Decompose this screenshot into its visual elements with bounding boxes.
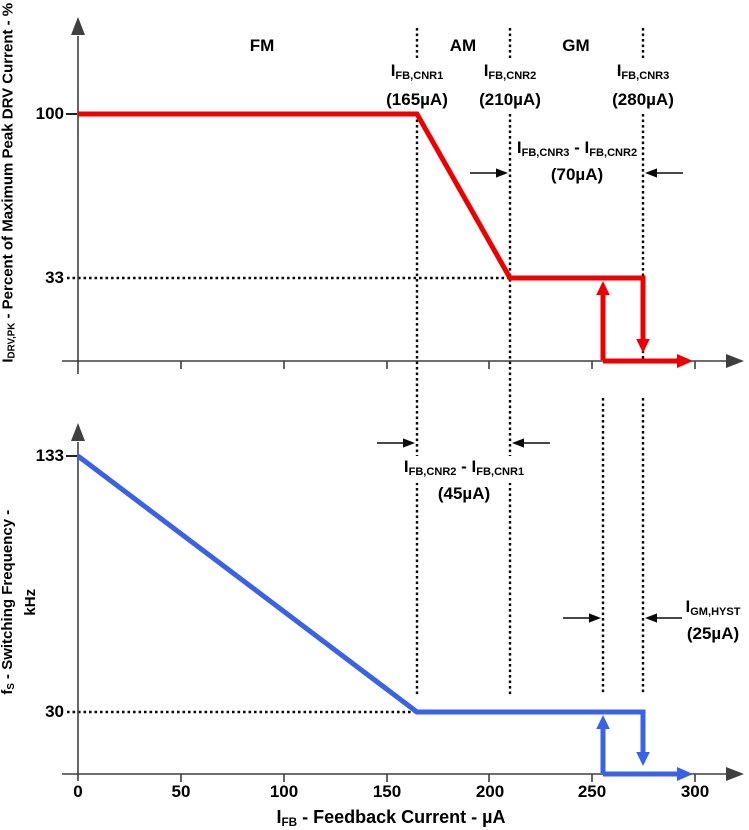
- annotation-expression: IGM,HYST: [682, 596, 744, 623]
- annotation-value: (70µA): [547, 163, 607, 186]
- marker-label-cnr1: IFB,CNR1 (165µA): [386, 59, 448, 112]
- dimension-arrows: [377, 168, 683, 623]
- top-ytick-33: 33: [45, 268, 64, 287]
- marker-value: (280µA): [612, 89, 674, 109]
- top-ytick-100: 100: [35, 104, 64, 123]
- annotation-value: (45µA): [434, 482, 494, 505]
- y-label-symbol: I: [0, 358, 17, 363]
- region-label-fm: FM: [249, 36, 275, 55]
- top-chart-y-axis-label: IDRV,PK - Percent of Maximum Peak DRV Cu…: [0, 0, 22, 373]
- region-label-gm: GM: [562, 36, 590, 55]
- xtick-250: 250: [577, 782, 607, 801]
- marker-label-cnr3: IFB,CNR3 (280µA): [612, 59, 674, 112]
- annotation-gm-hysteresis: IGM,HYST (25µA): [676, 596, 749, 645]
- annotation-expression: IFB,CNR2 - IFB,CNR1: [400, 456, 528, 483]
- xtick-50: 50: [171, 782, 191, 801]
- xtick-300: 300: [680, 782, 710, 801]
- marker-name: IFB,CNR1: [390, 61, 444, 82]
- annotation-value: (25µA): [683, 622, 743, 645]
- y-label-subscript: DRV,PK: [6, 322, 18, 359]
- annotation-cnr3-minus-cnr2: IFB,CNR3 - IFB,CNR2 (70µA): [513, 137, 641, 186]
- dotted-guides: [67, 28, 645, 714]
- marker-value: (210µA): [479, 89, 541, 109]
- bottom-ytick-30: 30: [45, 702, 64, 721]
- top-chart-curve: [78, 111, 693, 368]
- xtick-100: 100: [269, 782, 299, 801]
- xtick-200: 200: [475, 782, 505, 801]
- marker-name: IFB,CNR2: [483, 61, 537, 82]
- marker-value: (165µA): [386, 89, 448, 109]
- axes: [62, 17, 744, 782]
- xtick-0: 0: [73, 782, 83, 801]
- marker-name: IFB,CNR3: [616, 61, 670, 82]
- annotation-cnr2-minus-cnr1: IFB,CNR2 - IFB,CNR1 (45µA): [400, 456, 528, 505]
- bottom-chart-curve: [76, 454, 693, 781]
- xtick-150: 150: [372, 782, 402, 801]
- bottom-ytick-133: 133: [35, 446, 64, 465]
- marker-label-cnr2: IFB,CNR2 (210µA): [479, 59, 541, 112]
- annotation-expression: IFB,CNR3 - IFB,CNR2: [513, 137, 641, 164]
- region-label-am: AM: [449, 36, 477, 55]
- x-axis-label: IFB - Feedback Current - µA: [276, 807, 506, 829]
